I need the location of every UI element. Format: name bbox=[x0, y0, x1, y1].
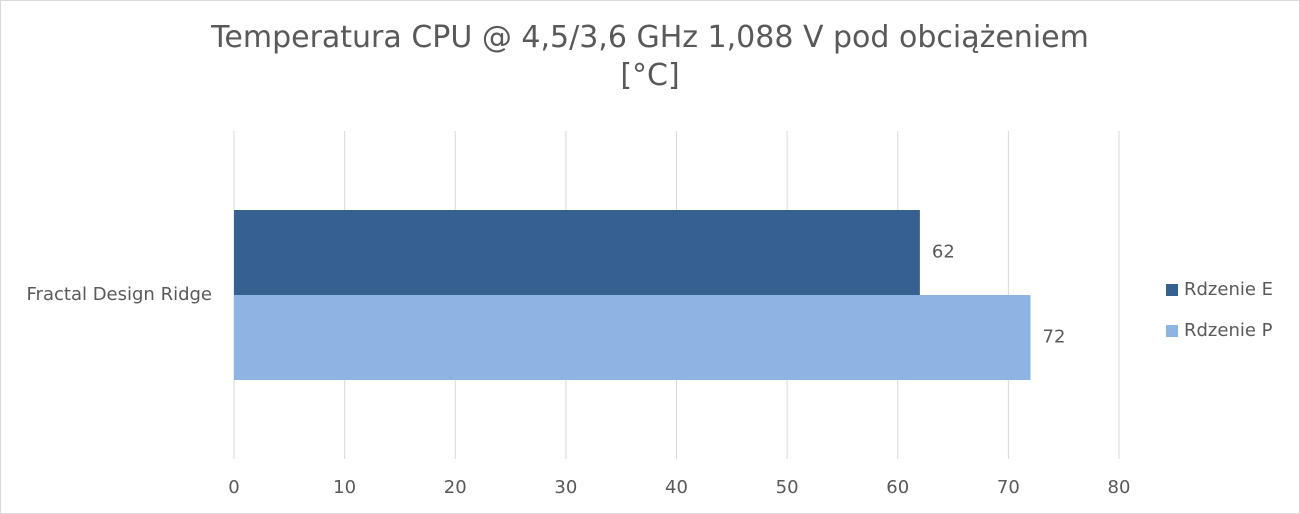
legend-swatch bbox=[1166, 284, 1178, 296]
x-tick-label: 0 bbox=[228, 477, 239, 498]
x-tick-label: 40 bbox=[665, 477, 688, 498]
x-tick-label: 30 bbox=[554, 477, 577, 498]
chart-title: Temperatura CPU @ 4,5/3,6 GHz 1,088 V po… bbox=[211, 20, 1089, 93]
x-tick-label: 20 bbox=[444, 477, 467, 498]
x-tick-label: 60 bbox=[886, 477, 909, 498]
x-tick-label: 10 bbox=[333, 477, 356, 498]
data-label: 62 bbox=[932, 242, 955, 263]
data-label: 72 bbox=[1043, 327, 1066, 348]
x-tick-label: 80 bbox=[1108, 477, 1131, 498]
y-tick-label: Fractal Design Ridge bbox=[27, 284, 212, 305]
bar bbox=[234, 210, 920, 295]
legend-label: Rdzenie E bbox=[1184, 279, 1273, 300]
legend-label: Rdzenie P bbox=[1184, 320, 1273, 341]
x-tick-label: 70 bbox=[997, 477, 1020, 498]
legend-swatch bbox=[1166, 325, 1178, 337]
bar bbox=[234, 295, 1031, 380]
x-tick-label: 50 bbox=[776, 477, 799, 498]
